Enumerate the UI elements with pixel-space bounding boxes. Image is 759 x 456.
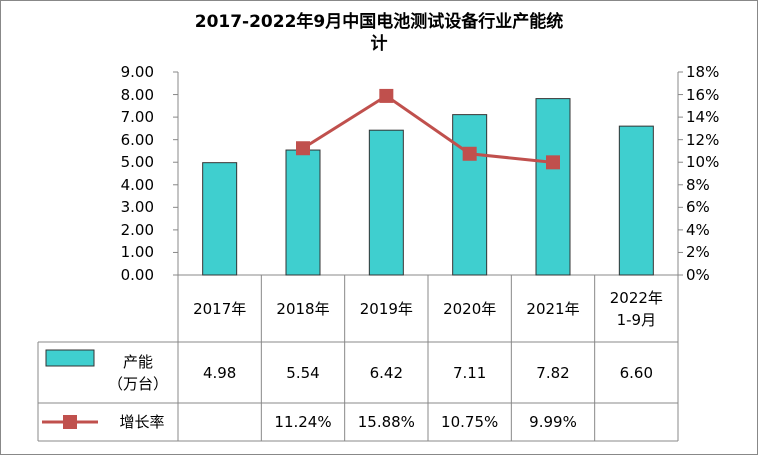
y2-tick-label: 0%: [686, 266, 710, 284]
legend-marker: [63, 415, 77, 429]
table-cell: 6.60: [619, 363, 654, 382]
y-tick-label: 8.00: [120, 85, 154, 104]
y-tick-label: 2.00: [120, 220, 154, 239]
table-cell: 11.24%: [274, 413, 332, 431]
y-tick-label: 0.00: [120, 266, 154, 284]
legend-label: 增长率: [119, 413, 165, 431]
line-marker: [462, 146, 477, 161]
table-cell: 10.75%: [441, 413, 499, 431]
bar: [285, 149, 321, 276]
x-tick-label: 2019年: [359, 299, 413, 318]
line-marker: [379, 88, 394, 103]
y2-tick-label: 14%: [686, 108, 720, 127]
y2-tick-label: 18%: [686, 63, 720, 81]
y-tick-label: 6.00: [120, 130, 154, 149]
table-cell: 4.98: [202, 363, 237, 382]
chart-title: 2017-2022年9月中国电池测试设备行业产能统计: [194, 12, 564, 54]
y-tick-label: 5.00: [120, 153, 154, 172]
y-tick-label: 9.00: [120, 63, 154, 81]
y2-tick-label: 10%: [686, 153, 720, 172]
y2-tick-label: 2%: [686, 243, 710, 262]
bar: [535, 98, 571, 276]
line-marker: [546, 155, 560, 170]
table-cell: 6.42: [369, 363, 404, 382]
y-tick-label: 7.00: [120, 108, 154, 127]
y2-tick-label: 16%: [686, 85, 720, 104]
bar: [202, 162, 238, 276]
y2-tick-label: 4%: [686, 220, 710, 239]
x-tick-label: 2018年: [276, 299, 330, 318]
y2-tick-label: 8%: [686, 175, 710, 194]
line-marker: [296, 141, 310, 156]
y-tick-label: 3.00: [120, 198, 154, 217]
table-cell: 7.82: [536, 363, 570, 382]
x-tick-label: 2017年: [193, 299, 247, 318]
bar: [618, 125, 654, 276]
table-cell: 9.99%: [529, 413, 577, 431]
y2-tick-label: 12%: [686, 130, 720, 149]
bar: [452, 114, 488, 276]
x-tick-label: 2022年 1-9月: [609, 288, 663, 329]
y-tick-label: 1.00: [120, 243, 154, 262]
y2-tick-label: 6%: [686, 198, 710, 217]
table-cell: 15.88%: [357, 413, 415, 431]
x-tick-label: 2020年: [443, 299, 497, 318]
x-tick-label: 2021年: [526, 299, 580, 318]
table-cell: 5.54: [286, 363, 320, 382]
table-cell: 7.11: [452, 363, 487, 382]
bar: [368, 129, 404, 276]
legend-swatch: [45, 349, 95, 367]
line: [302, 94, 554, 164]
y-tick-label: 4.00: [120, 175, 154, 194]
legend-label: 产能 （万台）: [107, 352, 169, 393]
